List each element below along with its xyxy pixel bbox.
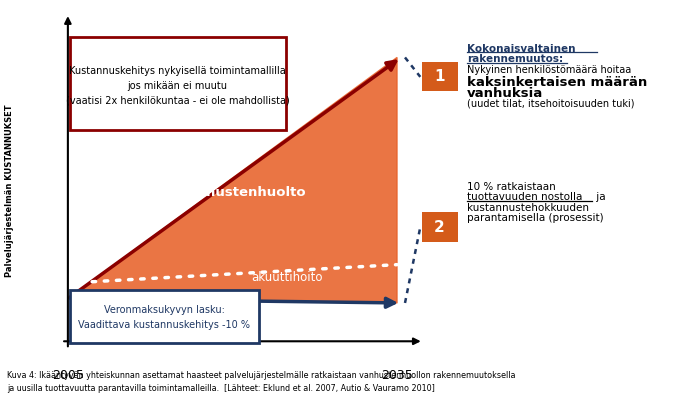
Text: Veronmaksukyvyn lasku:: Veronmaksukyvyn lasku: — [104, 305, 225, 316]
Text: rakennemuutos:: rakennemuutos: — [467, 54, 563, 64]
Text: tuottavuuden nostolla: tuottavuuden nostolla — [467, 192, 582, 203]
Text: kustannustehokkuuden: kustannustehokkuuden — [467, 203, 589, 213]
Text: Palvelujärjestelmän KUSTANNUKSET: Palvelujärjestelmän KUSTANNUKSET — [5, 105, 14, 277]
Text: 2005: 2005 — [52, 369, 84, 382]
Text: akuuttihoito: akuuttihoito — [252, 271, 323, 284]
Text: 10 % ratkaistaan: 10 % ratkaistaan — [467, 182, 556, 192]
FancyBboxPatch shape — [70, 290, 259, 343]
Text: (uudet tilat, itsehoitoisuuden tuki): (uudet tilat, itsehoitoisuuden tuki) — [467, 98, 634, 108]
FancyBboxPatch shape — [422, 62, 458, 92]
Text: parantamisella (prosessit): parantamisella (prosessit) — [467, 213, 603, 223]
Text: 1: 1 — [434, 69, 445, 84]
Text: kaksinkertaisen määrän: kaksinkertaisen määrän — [467, 76, 647, 88]
Text: Nykyinen henkilöstömäärä hoitaa: Nykyinen henkilöstömäärä hoitaa — [467, 65, 631, 75]
FancyBboxPatch shape — [70, 37, 286, 130]
Text: Kustannuskehitys nykyisellä toimintamallilla: Kustannuskehitys nykyisellä toimintamall… — [69, 66, 286, 76]
Text: vanhuksia: vanhuksia — [467, 87, 543, 100]
Text: jos mikään ei muutu: jos mikään ei muutu — [127, 80, 228, 91]
Text: 2035: 2035 — [381, 369, 413, 382]
Text: 2: 2 — [434, 220, 445, 234]
Text: Vaadittava kustannuskehitys -10 %: Vaadittava kustannuskehitys -10 % — [78, 320, 250, 330]
Text: (vaatisi 2x henkilökuntaa - ei ole mahdollista): (vaatisi 2x henkilökuntaa - ei ole mahdo… — [66, 95, 290, 105]
FancyBboxPatch shape — [422, 213, 458, 242]
Text: Kokonaisvaltainen: Kokonaisvaltainen — [467, 44, 575, 54]
Polygon shape — [68, 57, 397, 303]
Text: vanhustenhuolto: vanhustenhuolto — [180, 186, 307, 199]
Text: ja: ja — [593, 192, 606, 203]
Text: Kuva 4: Ikääntyvän yhteiskunnan asettamat haasteet palvelujärjestelmälle ratkais: Kuva 4: Ikääntyvän yhteiskunnan asettama… — [7, 371, 515, 393]
